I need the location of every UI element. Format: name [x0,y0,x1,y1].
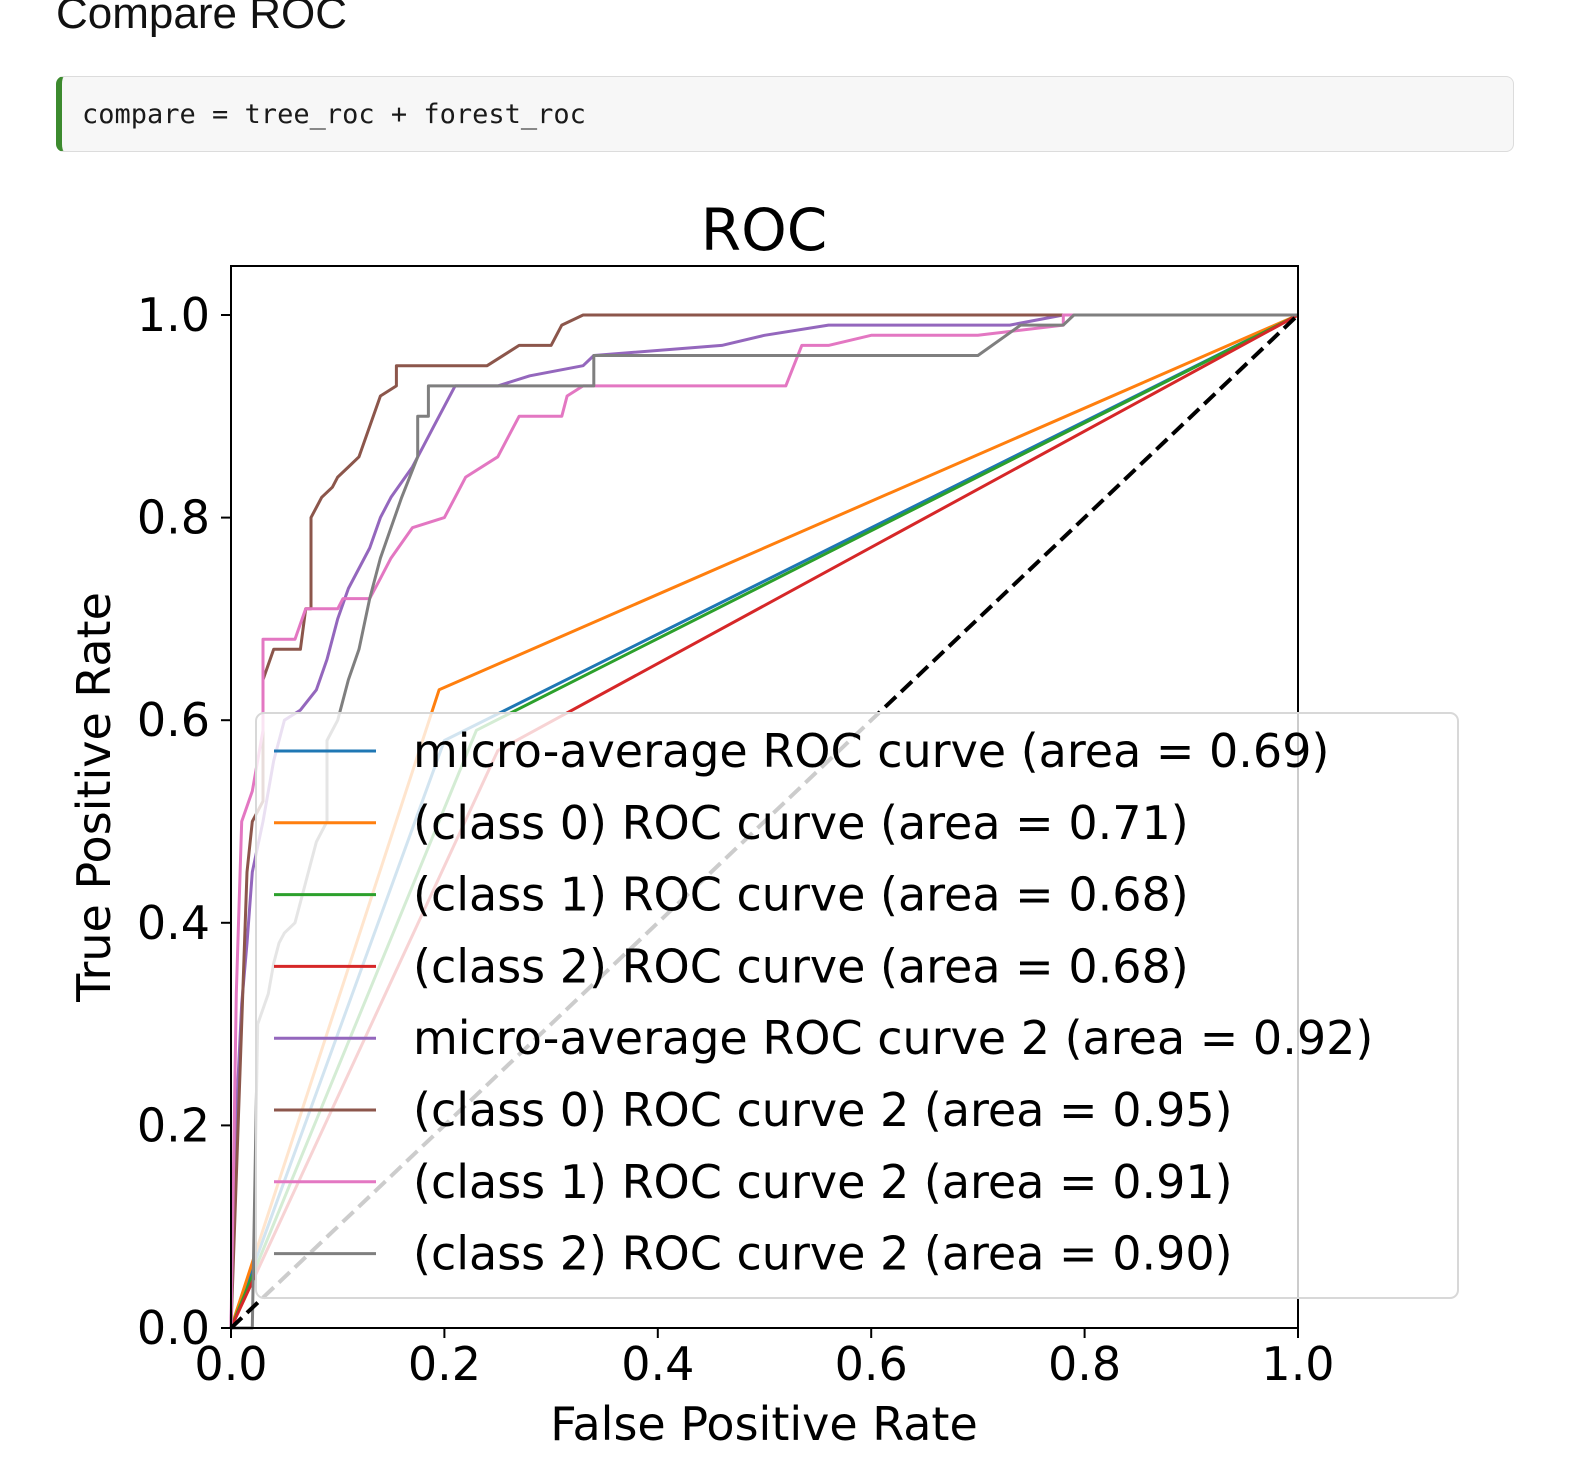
y-tick-label: 0.8 [137,491,210,545]
x-tick-label: 0.2 [408,1337,481,1391]
roc-chart-svg: ROC 0.0 0.2 0.4 0.6 0.8 1.0 0.0 0.2 0.4 0.6 0.8 1.0… [67,196,1459,1451]
x-tick-label: 0.0 [194,1337,267,1391]
code-cell[interactable]: compare = tree_roc + forest_roc [56,76,1514,152]
legend-label-6: (class 0) ROC curve 2 (area = 0.95) [413,1083,1233,1137]
legend-label-8: (class 2) ROC curve 2 (area = 0.90) [413,1227,1233,1281]
legend-label-5: micro-average ROC curve 2 (area = 0.92) [413,1011,1373,1065]
legend-label-7: (class 1) ROC curve 2 (area = 0.91) [413,1155,1233,1209]
y-tick-label: 0.0 [137,1301,210,1355]
legend-box [255,712,1459,1299]
y-axis-label: True Positive Rate [67,592,121,1003]
legend-label-3: (class 1) ROC curve (area = 0.68) [413,868,1189,922]
legend-label-2: (class 0) ROC curve (area = 0.71) [413,796,1189,850]
code-line: compare = tree_roc + forest_roc [82,98,586,130]
y-tick-label: 0.2 [137,1098,210,1152]
roc-chart: ROC 0.0 0.2 0.4 0.6 0.8 1.0 0.0 0.2 0.4 0.6 0.8 1.0… [0,180,1596,1478]
legend-label-1: micro-average ROC curve (area = 0.69) [413,724,1329,778]
chart-legend: micro-average ROC curve (area = 0.69) (cl… [255,712,1459,1299]
y-tick-label: 0.6 [137,693,210,747]
x-tick-label: 1.0 [1261,1337,1334,1391]
x-tick-label: 0.4 [621,1337,694,1391]
x-tick-label: 0.6 [835,1337,908,1391]
section-heading: Compare ROC [56,0,347,38]
x-tick-label: 0.8 [1048,1337,1121,1391]
x-axis-label: False Positive Rate [550,1397,978,1451]
y-tick-label: 1.0 [137,288,210,342]
series-line-7 [229,313,1298,1329]
y-tick-label: 0.4 [137,896,210,950]
ticks-layer: 0.0 0.2 0.4 0.6 0.8 1.0 0.0 0.2 0.4 0.6 0.8 1.0 [137,288,1335,1391]
legend-label-4: (class 2) ROC curve (area = 0.68) [413,939,1189,993]
chart-title: ROC [701,196,827,264]
